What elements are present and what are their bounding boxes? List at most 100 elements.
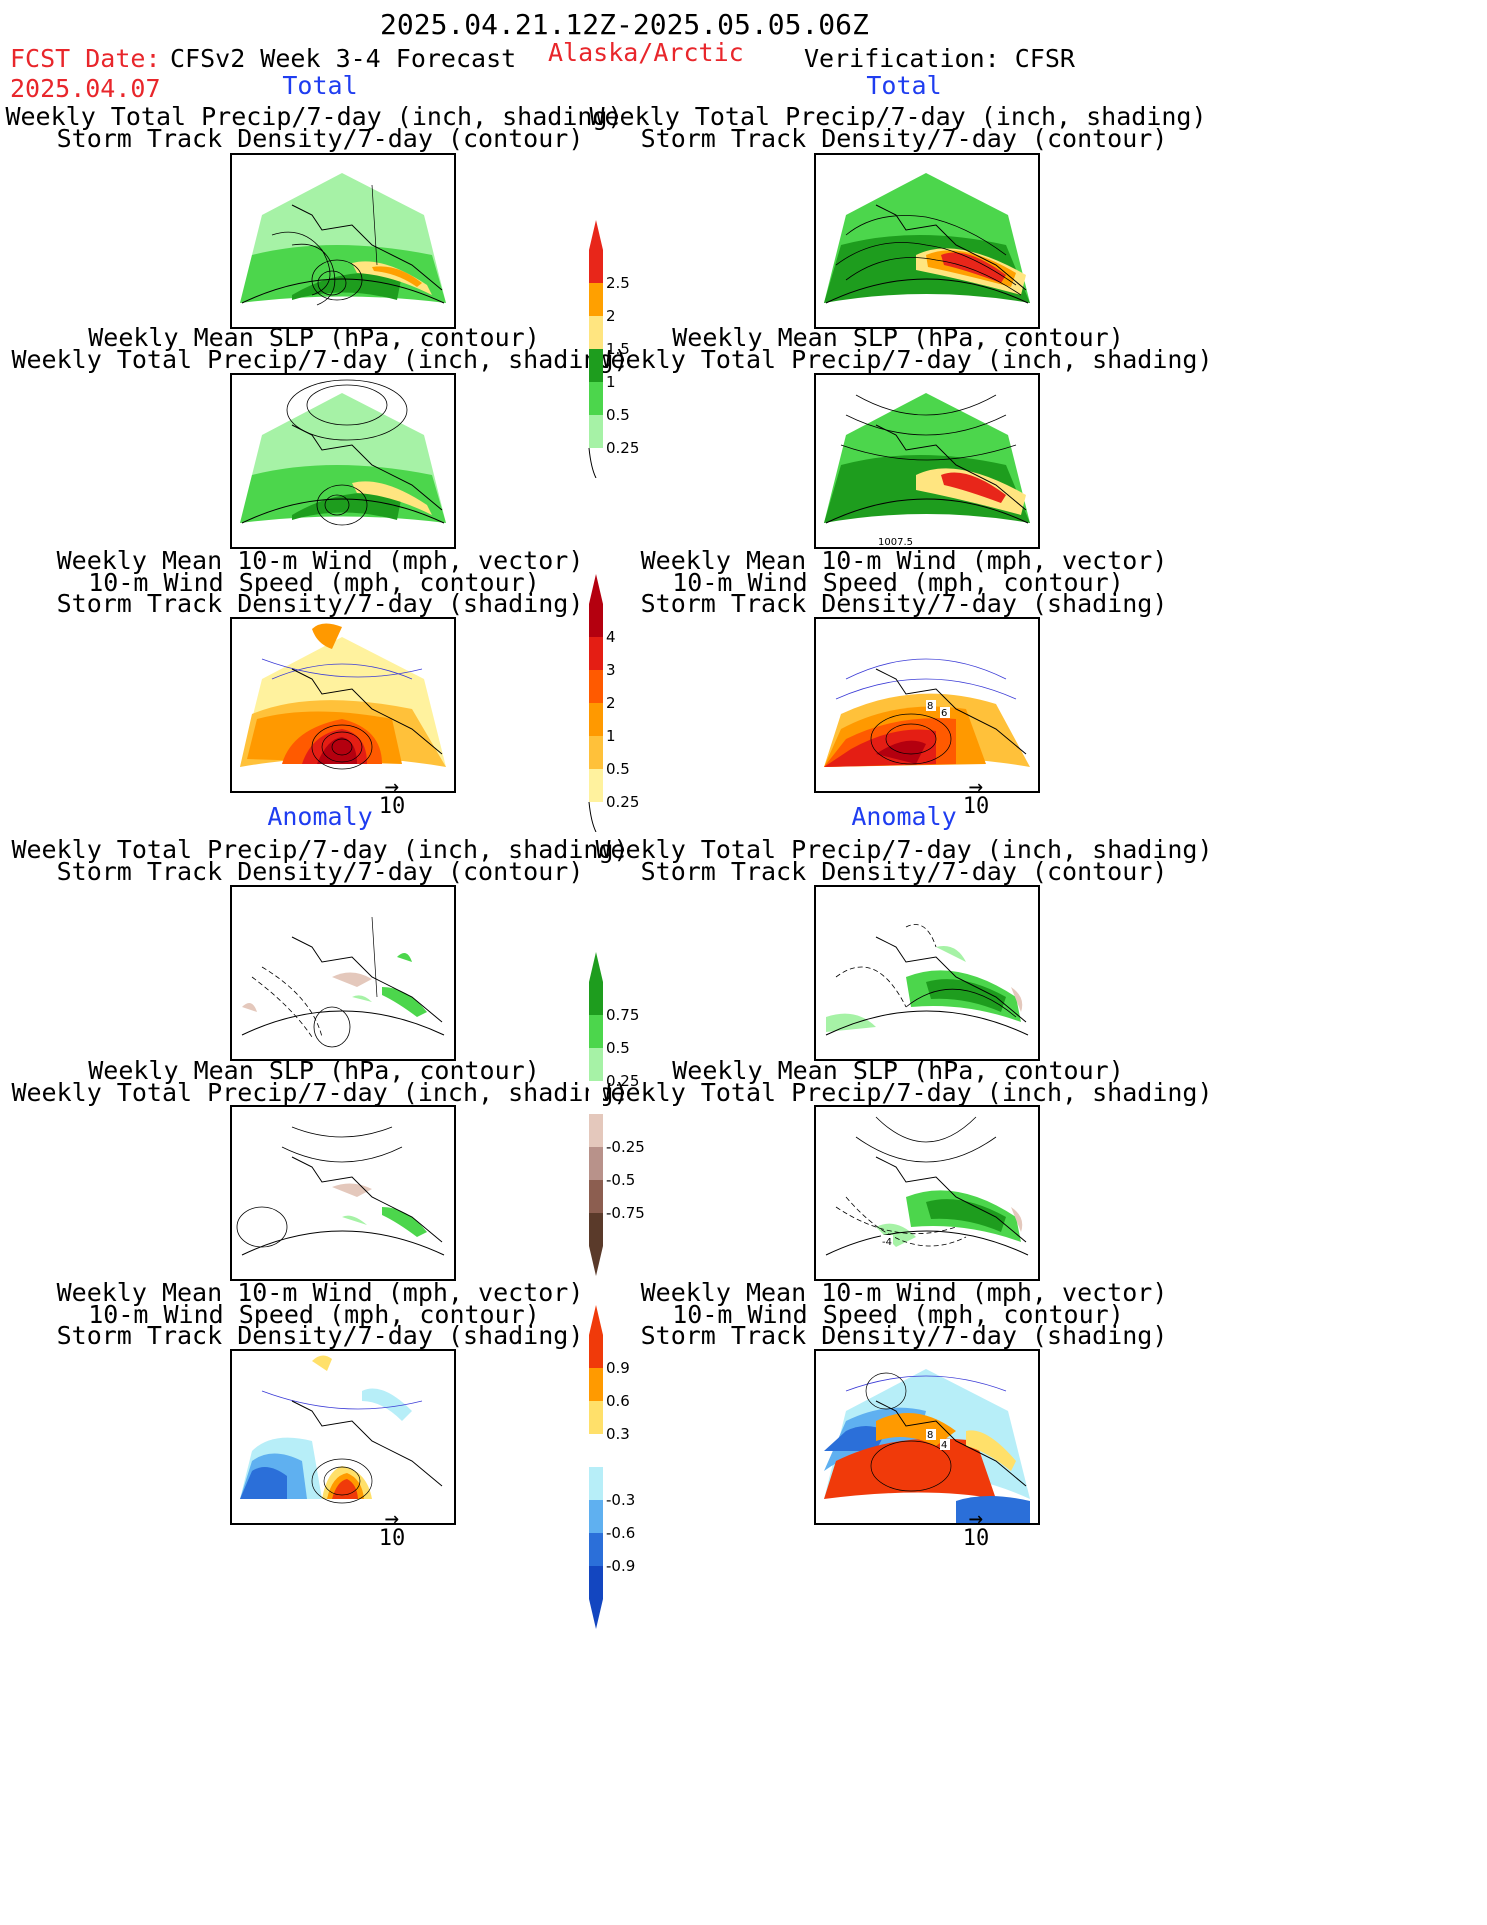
colorbar-tick-label: 2 <box>606 694 616 712</box>
title-l6-c: Storm Track Density/7-day (shading) <box>56 1321 584 1350</box>
colorbar-swatch <box>589 382 603 415</box>
wind-anom-contour-label-2: 4 <box>941 1440 947 1451</box>
colorbar-swatch <box>589 1533 603 1566</box>
colorbar-tick-label: 1 <box>606 727 616 745</box>
colorbar-tick-label: -0.9 <box>606 1557 636 1575</box>
colorbar-tick-label: 0.6 <box>606 1392 630 1410</box>
colorbar-swatch <box>589 1081 603 1114</box>
colorbar-bottom-tail <box>588 447 597 479</box>
title-r2-b: Weekly Total Precip/7-day (inch, shading… <box>595 345 1213 374</box>
colorbar-swatch <box>589 1566 603 1599</box>
title-l6-b: 10-m Wind Speed (mph, contour) <box>88 1300 540 1329</box>
map-fcst-anom-wind-track <box>230 1349 456 1525</box>
colorbar-swatch <box>589 1368 603 1401</box>
arrow-right-icon: → <box>968 772 984 800</box>
region-name: Alaska/Arctic <box>548 38 744 67</box>
model-name: CFSv2 Week 3-4 Forecast <box>170 44 517 73</box>
map-cfsr-total-slp-precip: 1007.5 <box>814 373 1040 549</box>
section-total-left: Total <box>282 71 358 100</box>
colorbar-tick-label: 0.25 <box>606 439 640 457</box>
colorbar-track-total: 4 3 2 1 0.5 0.25 <box>586 574 646 836</box>
colorbar-swatch <box>589 1180 603 1213</box>
title-l5-b: Weekly Total Precip/7-day (inch, shading… <box>11 1078 629 1107</box>
map-fcst-anom-precip-track <box>230 885 456 1061</box>
vector-ref-l6: → 10 <box>362 1504 422 1551</box>
colorbar-swatch <box>589 349 603 382</box>
arrow-right-icon: → <box>384 1504 400 1532</box>
vector-ref-r3: → 10 <box>946 772 1006 819</box>
slp-contour-label: 1007.5 <box>878 537 913 547</box>
map-cfsr-total-precip-track <box>814 153 1040 329</box>
map-fcst-total-wind-track <box>230 617 456 793</box>
colorbar-track-anom: 0.9 0.6 0.3 -0.3 -0.6 -0.9 <box>586 1305 646 1633</box>
colorbar-tick-label: 0.75 <box>606 1006 640 1024</box>
title-l4-a: Weekly Total Precip/7-day (inch, shading… <box>11 835 629 864</box>
colorbar-swatch <box>589 1434 603 1467</box>
title-l3-a: Weekly Mean 10-m Wind (mph, vector) <box>56 546 584 575</box>
colorbar-swatch <box>589 250 603 283</box>
colorbar-top-cap <box>589 952 603 982</box>
title-l3-b: 10-m Wind Speed (mph, contour) <box>88 568 540 597</box>
colorbar-tick-label: 1 <box>606 373 616 391</box>
map-cfsr-total-wind-track: 8 6 <box>814 617 1040 793</box>
vector-ref-l3: → 10 <box>362 772 422 819</box>
map-fcst-total-slp-precip <box>230 373 456 549</box>
title-l6-a: Weekly Mean 10-m Wind (mph, vector) <box>56 1278 584 1307</box>
forecast-period: 2025.04.21.12Z-2025.05.05.06Z <box>380 8 869 41</box>
map-fcst-total-precip-track <box>230 153 456 329</box>
title-r4-b: Storm Track Density/7-day (contour) <box>640 857 1168 886</box>
fcst-date: 2025.04.07 <box>10 74 161 103</box>
wind-contour-label-1: 8 <box>927 701 933 712</box>
title-r6-a: Weekly Mean 10-m Wind (mph, vector) <box>640 1278 1168 1307</box>
colorbar-tick-label: 0.5 <box>606 1039 630 1057</box>
title-r3-c: Storm Track Density/7-day (shading) <box>640 589 1168 618</box>
colorbar-swatch <box>589 316 603 349</box>
slp-anom-contour-label: -4 <box>882 1237 892 1248</box>
colorbar-tick-label: -0.6 <box>606 1524 636 1542</box>
colorbar-swatch <box>589 769 603 802</box>
map-cfsr-anom-slp-precip: -4 <box>814 1105 1040 1281</box>
colorbar-top-cap <box>589 574 603 604</box>
title-r1-a: Weekly Total Precip/7-day (inch, shading… <box>589 102 1207 131</box>
title-l2-b: Weekly Total Precip/7-day (inch, shading… <box>11 345 629 374</box>
colorbar-graphic <box>588 220 603 479</box>
colorbar-tick-label: 1.5 <box>606 340 630 358</box>
title-r1-b: Storm Track Density/7-day (contour) <box>640 124 1168 153</box>
arrow-right-icon: → <box>968 1504 984 1532</box>
colorbar-tick-label: 0.5 <box>606 760 630 778</box>
section-anomaly-left: Anomaly <box>267 802 373 831</box>
colorbar-tick-label: 3 <box>606 661 616 679</box>
colorbar-graphic <box>589 952 603 1276</box>
arrow-right-icon: → <box>384 772 400 800</box>
colorbar-swatch <box>589 415 603 448</box>
map-fcst-anom-slp-precip <box>230 1105 456 1281</box>
colorbar-tick-label: 0.25 <box>606 1072 640 1090</box>
map-cfsr-anom-precip-track <box>814 885 1040 1061</box>
colorbar-bottom-tail <box>588 801 597 833</box>
colorbar-swatch <box>589 703 603 736</box>
title-l3-c: Storm Track Density/7-day (shading) <box>56 589 584 618</box>
colorbar-swatch <box>589 637 603 670</box>
verification-label: Verification: CFSR <box>804 44 1075 73</box>
colorbar-swatch <box>589 1467 603 1500</box>
title-l4-b: Storm Track Density/7-day (contour) <box>56 857 584 886</box>
title-l5-a: Weekly Mean SLP (hPa, contour) <box>88 1056 540 1085</box>
colorbar-top-cap <box>589 1305 603 1335</box>
title-r4-a: Weekly Total Precip/7-day (inch, shading… <box>595 835 1213 864</box>
colorbar-tick-label: 2 <box>606 307 616 325</box>
colorbar-swatch <box>589 1015 603 1048</box>
colorbar-tick-label: -0.25 <box>606 1138 645 1156</box>
title-r3-b: 10-m Wind Speed (mph, contour) <box>672 568 1124 597</box>
colorbar-tick-label: 0.3 <box>606 1425 630 1443</box>
section-anomaly-right: Anomaly <box>851 802 957 831</box>
colorbar-precip-total: 2.5 2 1.5 1 0.5 0.25 <box>586 220 646 482</box>
colorbar-graphic <box>588 574 603 833</box>
colorbar-tick-label: 0.9 <box>606 1359 630 1377</box>
colorbar-swatch <box>589 670 603 703</box>
colorbar-swatch <box>589 1114 603 1147</box>
colorbar-tick-label: 0.25 <box>606 793 640 811</box>
title-l1-a: Weekly Total Precip/7-day (inch, shading… <box>5 102 623 131</box>
colorbar-graphic <box>589 1305 603 1629</box>
colorbar-swatch <box>589 736 603 769</box>
map-cfsr-anom-wind-track: 8 4 <box>814 1349 1040 1525</box>
